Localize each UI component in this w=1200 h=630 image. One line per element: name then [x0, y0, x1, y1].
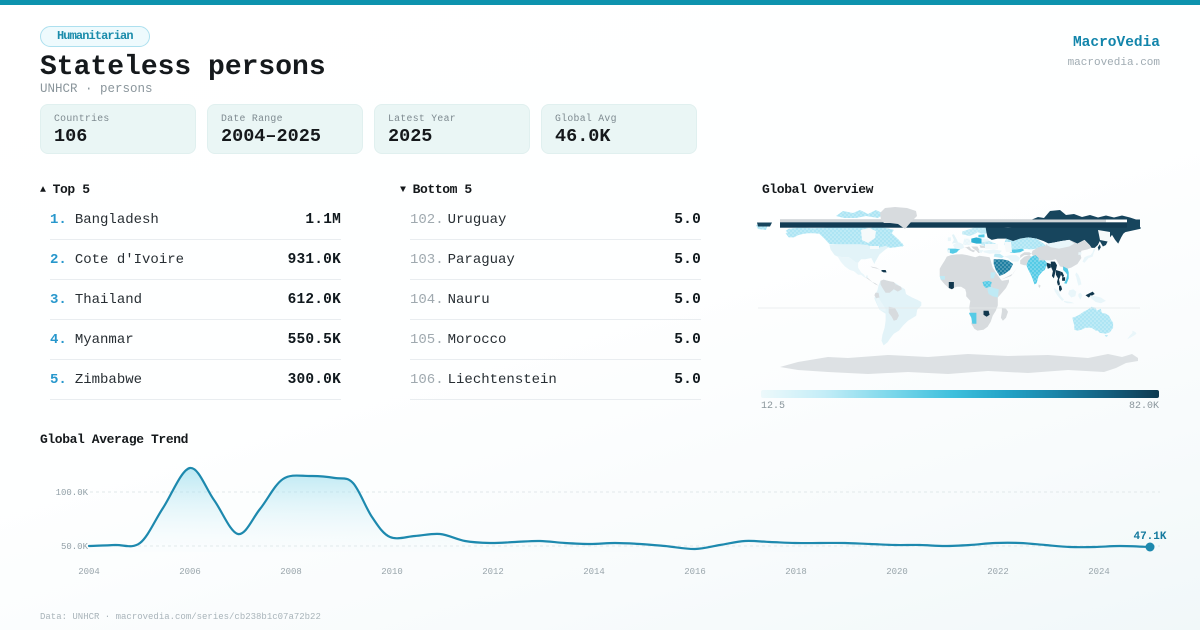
svg-text:2018: 2018 — [785, 567, 807, 577]
svg-text:2016: 2016 — [684, 567, 706, 577]
svg-text:2020: 2020 — [886, 567, 908, 577]
svg-text:2010: 2010 — [381, 567, 403, 577]
svg-text:2022: 2022 — [987, 567, 1009, 577]
svg-text:2008: 2008 — [280, 567, 302, 577]
svg-text:2004: 2004 — [78, 567, 100, 577]
svg-text:2006: 2006 — [179, 567, 201, 577]
svg-text:2014: 2014 — [583, 567, 605, 577]
svg-text:2012: 2012 — [482, 567, 504, 577]
svg-text:50.0K: 50.0K — [61, 542, 89, 552]
svg-text:100.0K: 100.0K — [56, 488, 89, 498]
svg-text:2024: 2024 — [1088, 567, 1110, 577]
svg-text:47.1K: 47.1K — [1133, 531, 1166, 543]
